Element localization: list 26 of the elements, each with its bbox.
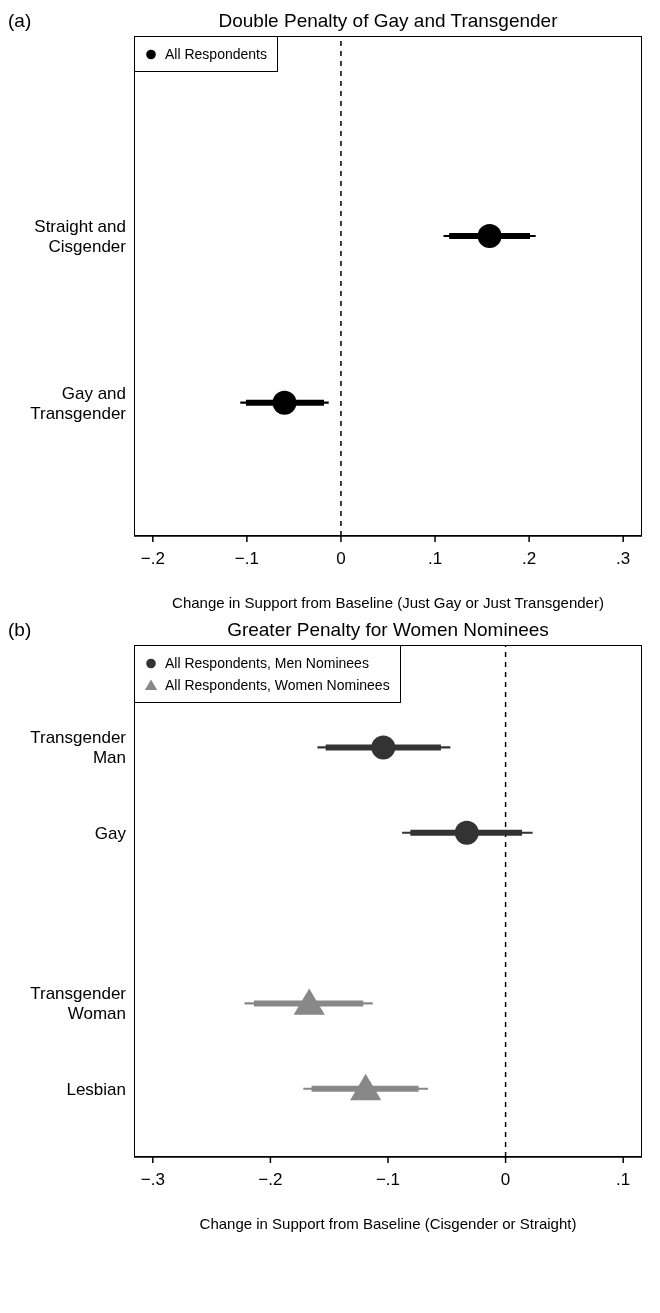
y-tick-label: Lesbian: [66, 1079, 126, 1099]
x-tick-label: −.2: [258, 1170, 283, 1190]
x-tick-label: 0: [336, 549, 346, 569]
x-axis-title: Change in Support from Baseline (Cisgender or Straight): [198, 1215, 578, 1232]
y-tick-label: Gay and Transgender: [30, 383, 127, 423]
x-tick-label: 0: [500, 1170, 511, 1190]
x-tick-label: .3: [616, 549, 631, 569]
chart-title: Greater Penalty for Women Nominees: [226, 619, 550, 641]
x-tick-label: −.3: [140, 1170, 165, 1190]
x-tick-label: −.1: [234, 549, 259, 569]
x-tick-label: .2: [522, 549, 537, 569]
x-tick-label: .1: [427, 549, 443, 569]
x-tick-label: −.1: [375, 1170, 401, 1190]
x-tick-label: −.2: [140, 549, 165, 569]
legend-label: All Respondents, Women Nominees: [165, 676, 390, 695]
y-tick-label: Gay: [94, 823, 127, 843]
y-tick-label: Transgender Man: [30, 727, 127, 767]
chart-title: Double Penalty of Gay and Transgender: [217, 10, 559, 32]
text: (a): [8, 10, 32, 32]
y-tick-label: Straight and Cisgender: [34, 216, 127, 256]
legend-label: All Respondents, Men Nominees: [165, 654, 369, 673]
legend-label: All Respondents: [165, 45, 267, 64]
y-tick-label: Transgender Woman: [30, 983, 127, 1023]
x-axis-title: Change in Support from Baseline (Just Gay or Just Transgender): [171, 594, 605, 611]
x-tick-label: .1: [616, 1170, 631, 1190]
text: (b): [8, 619, 32, 641]
